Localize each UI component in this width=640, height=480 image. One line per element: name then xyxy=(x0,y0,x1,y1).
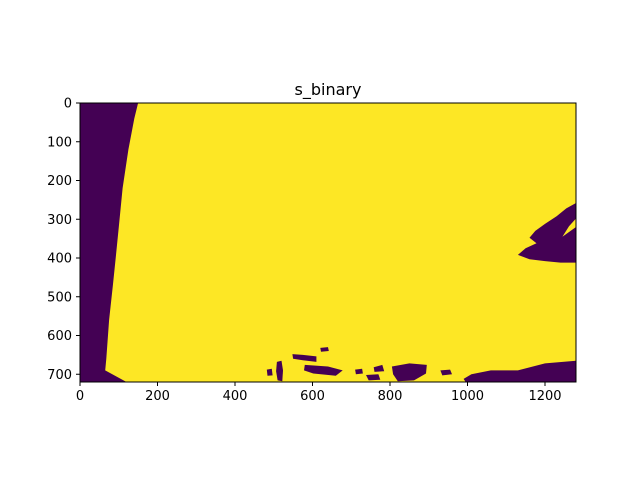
zero-region-bottom-patch-1 xyxy=(292,354,317,362)
x-tick-label: 1200 xyxy=(528,389,561,404)
zero-region-left-band xyxy=(80,103,139,382)
y-tick-label: 600 xyxy=(47,329,72,344)
x-tick-label: 0 xyxy=(76,389,84,404)
x-tick-label: 200 xyxy=(145,389,170,404)
axes-frame xyxy=(79,102,577,383)
plot-area xyxy=(79,102,577,383)
x-axis: 0 200 400 600 800 1000 1200 xyxy=(76,382,562,404)
x-tick-label: 1000 xyxy=(451,389,484,404)
y-tick-label: 400 xyxy=(47,252,72,267)
y-tick-label: 0 xyxy=(64,97,72,112)
zero-region-bottom-patch-3 xyxy=(276,360,283,382)
y-tick-label: 700 xyxy=(47,368,72,383)
chart-title: s_binary xyxy=(295,80,362,100)
zero-region-bottom-patch-10 xyxy=(320,347,329,352)
zero-region-bottom-patch-8 xyxy=(373,364,385,372)
zero-region-bottom-right xyxy=(463,360,576,382)
heatmap-background xyxy=(80,103,576,382)
zero-region-bottom-patch-7 xyxy=(440,369,452,376)
y-tick-label: 300 xyxy=(47,213,72,228)
zero-region-bottom-patch-2 xyxy=(391,363,427,382)
y-tick-label: 100 xyxy=(47,135,72,150)
zero-region-bottom-patch-4 xyxy=(366,374,381,381)
zero-region-bottom-patch-9 xyxy=(355,368,363,375)
y-tick-label: 200 xyxy=(47,174,72,189)
zero-region-right-blob xyxy=(517,203,576,263)
x-tick-label: 400 xyxy=(223,389,248,404)
y-tick-label: 500 xyxy=(47,290,72,305)
y-axis: 0 100 200 300 400 500 600 700 xyxy=(47,97,80,383)
x-tick-label: 800 xyxy=(378,389,403,404)
x-tick-label: 600 xyxy=(300,389,325,404)
zero-region-bottom-patch-6 xyxy=(266,368,273,376)
zero-region-bottom-patch-5 xyxy=(304,364,343,376)
